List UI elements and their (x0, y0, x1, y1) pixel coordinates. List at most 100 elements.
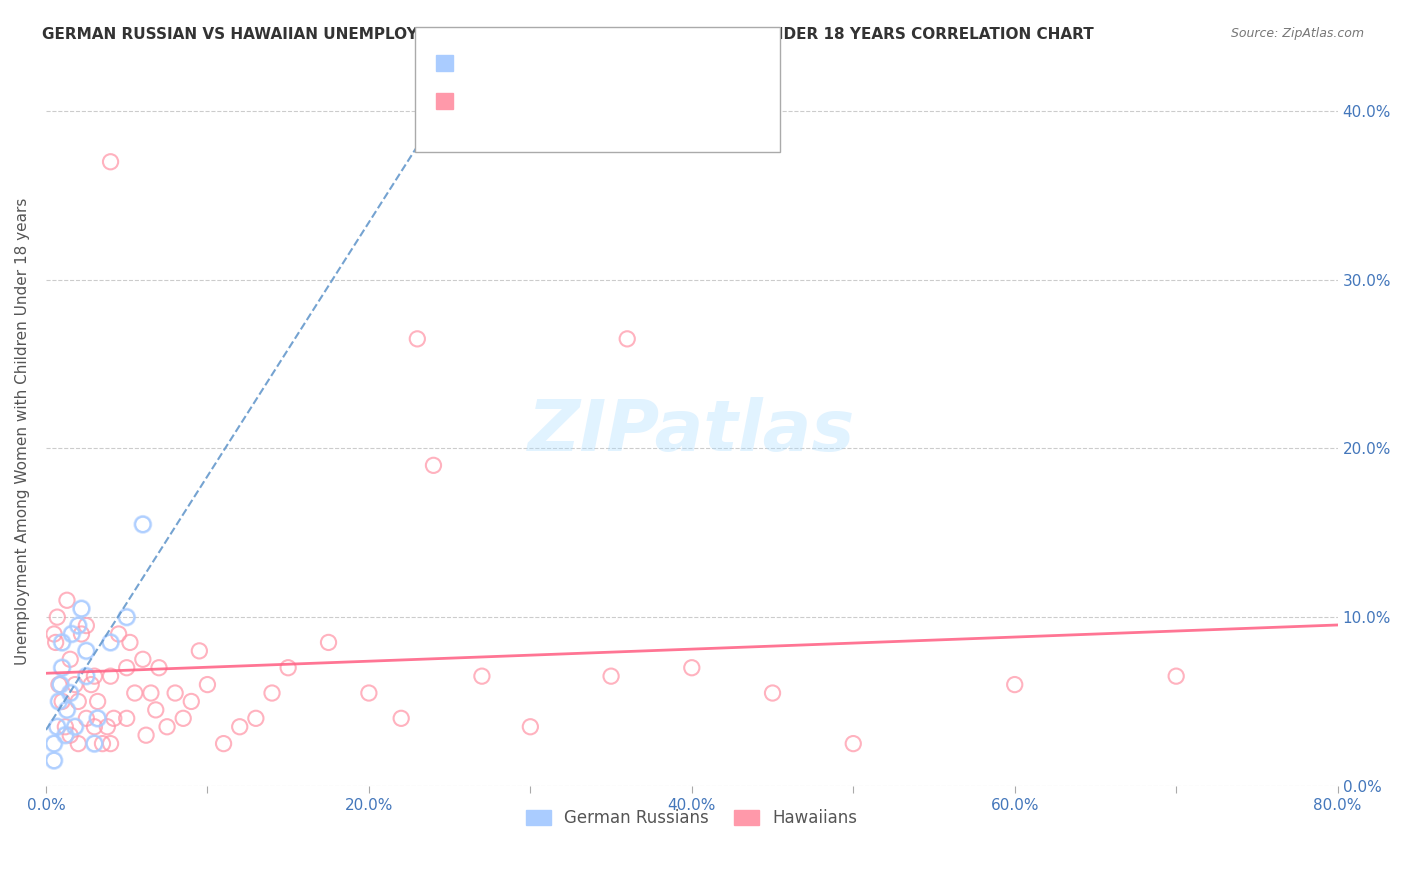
Point (63, 677, 86, 691)
Point (124, 686, 146, 700)
Point (51, 661, 73, 675)
Point (616, 332, 638, 346)
Point (180, 694, 202, 708)
Point (197, 677, 219, 691)
Point (100, 154, 122, 169)
Point (51, 694, 73, 708)
Point (148, 661, 170, 675)
Point (75, 711, 97, 725)
Point (165, 686, 187, 700)
Text: R =: R = (450, 96, 486, 114)
Point (118, 635, 141, 649)
Point (67, 618, 90, 632)
Point (67, 737, 90, 751)
Point (45, 635, 67, 649)
Point (600, 669, 623, 683)
Point (83, 669, 105, 683)
Point (212, 737, 235, 751)
Point (51, 661, 73, 675)
Point (46, 720, 69, 734)
Point (70, 627, 93, 641)
Point (115, 610, 138, 624)
Text: 0.184: 0.184 (492, 96, 544, 114)
Text: 21: 21 (605, 58, 627, 76)
Point (115, 711, 138, 725)
Point (53, 720, 76, 734)
Point (56, 703, 79, 717)
Point (761, 686, 783, 700)
Point (86, 711, 108, 725)
Text: Source: ZipAtlas.com: Source: ZipAtlas.com (1230, 27, 1364, 40)
Point (156, 720, 179, 734)
Point (139, 686, 162, 700)
Point (63, 720, 86, 734)
Point (46, 610, 69, 624)
Point (100, 635, 122, 649)
Text: GERMAN RUSSIAN VS HAWAIIAN UNEMPLOYMENT AMONG WOMEN WITH CHILDREN UNDER 18 YEARS: GERMAN RUSSIAN VS HAWAIIAN UNEMPLOYMENT … (42, 27, 1094, 42)
Point (132, 517, 155, 532)
Point (42, 737, 65, 751)
Point (42, 754, 65, 768)
Point (83, 737, 105, 751)
Point (91, 737, 114, 751)
Point (86, 694, 108, 708)
Point (59, 652, 82, 666)
Point (107, 627, 129, 641)
Point (228, 720, 250, 734)
Point (67, 618, 90, 632)
Point (188, 644, 211, 658)
Point (75, 618, 97, 632)
Point (75, 644, 97, 658)
Point (53, 728, 76, 742)
Point (471, 669, 494, 683)
Point (83, 720, 105, 734)
Point (422, 458, 444, 473)
Point (1004, 677, 1026, 691)
Y-axis label: Unemployment Among Women with Children Under 18 years: Unemployment Among Women with Children U… (15, 198, 30, 665)
Point (75, 669, 97, 683)
Point (103, 711, 125, 725)
Point (60, 627, 83, 641)
Point (48, 694, 70, 708)
Point (842, 737, 865, 751)
Point (172, 711, 194, 725)
Point (70, 601, 93, 615)
Point (115, 661, 138, 675)
Point (60, 627, 83, 641)
Point (100, 635, 122, 649)
Point (277, 661, 299, 675)
Point (96, 720, 118, 734)
Point (80, 677, 103, 691)
Point (48, 677, 70, 691)
Legend: German Russians, Hawaiians: German Russians, Hawaiians (519, 803, 865, 834)
Point (59, 686, 82, 700)
Point (135, 728, 157, 742)
Point (1166, 669, 1188, 683)
Point (83, 737, 105, 751)
Point (132, 652, 155, 666)
Point (56, 703, 79, 717)
Point (56, 593, 79, 607)
Point (389, 711, 412, 725)
Point (70, 601, 93, 615)
Text: N =: N = (562, 96, 599, 114)
Point (115, 610, 138, 624)
Point (49, 677, 72, 691)
Point (406, 332, 429, 346)
Point (46, 720, 69, 734)
Point (145, 703, 167, 717)
Point (63, 720, 86, 734)
Point (260, 686, 283, 700)
Point (100, 669, 122, 683)
Point (59, 728, 82, 742)
Point (53, 728, 76, 742)
Point (357, 686, 380, 700)
Text: N =: N = (562, 58, 599, 76)
Point (75, 669, 97, 683)
Point (100, 737, 122, 751)
Text: 57: 57 (605, 96, 627, 114)
Point (318, 635, 340, 649)
Point (86, 711, 108, 725)
Point (67, 694, 90, 708)
Point (42, 754, 65, 768)
